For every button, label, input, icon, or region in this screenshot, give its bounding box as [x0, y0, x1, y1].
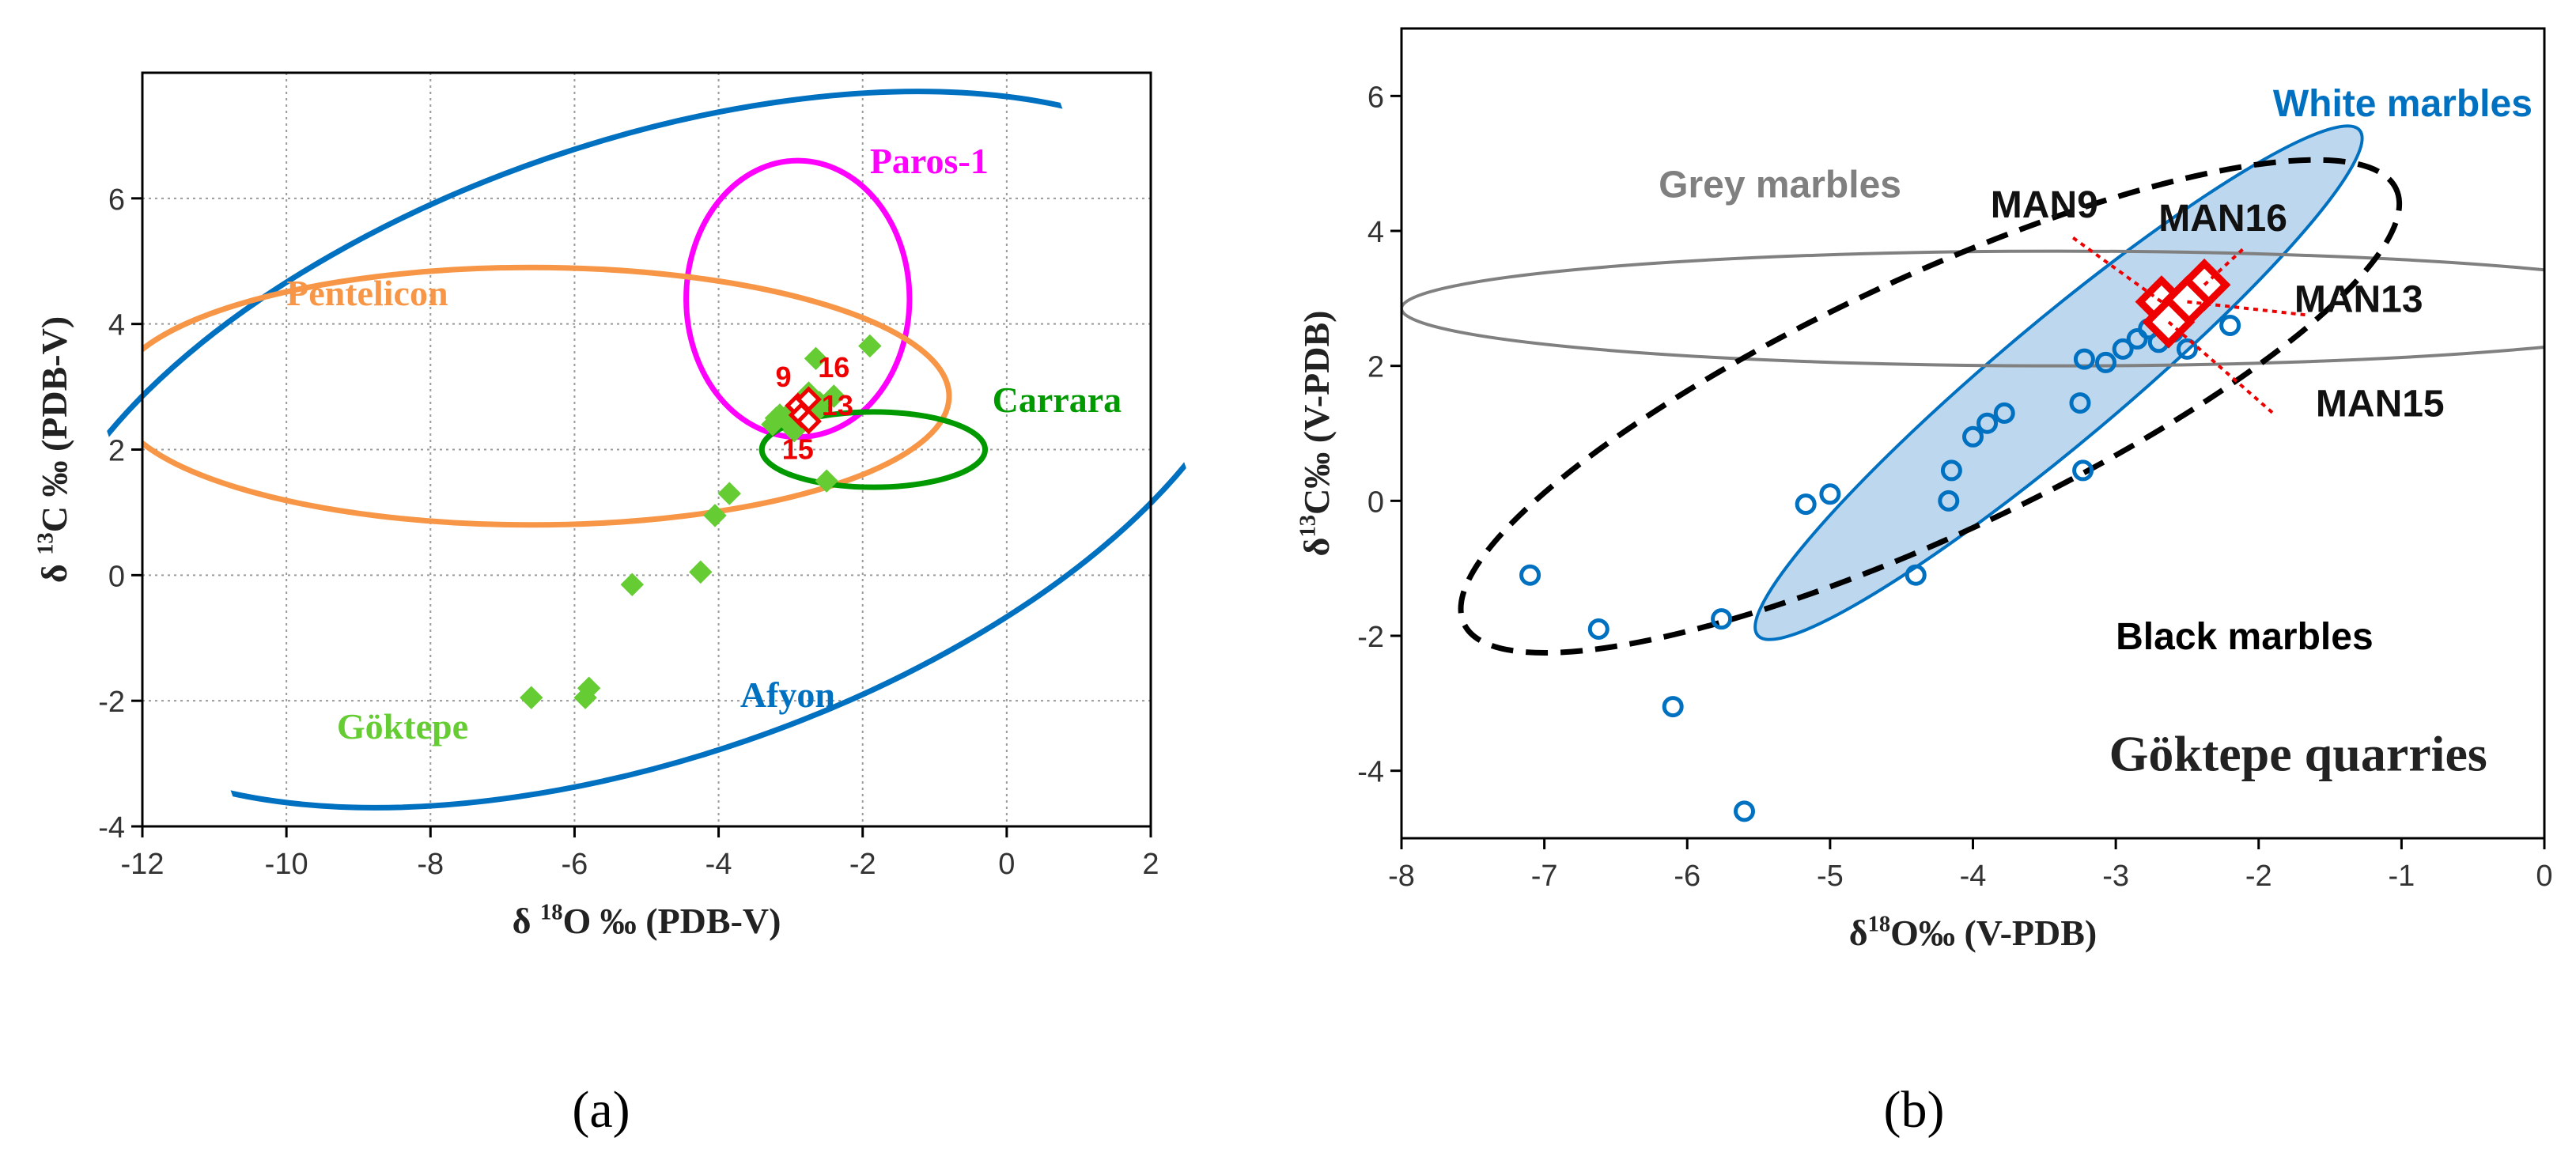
field-label-white-marbles: White marbles: [2273, 83, 2532, 125]
data-point-g-ktepe-quarries: [1711, 608, 1733, 630]
y-axis-title: δ13C‰ (V-PDB): [1296, 311, 1337, 557]
sample-label-man16: MAN16: [2158, 198, 2287, 240]
y-tick-label: 6: [108, 183, 125, 217]
field-label-afyon: Afyon: [740, 675, 835, 715]
sample-number-label: 13: [822, 389, 853, 421]
x-tick-label: 0: [2536, 860, 2552, 893]
panel-label: (b): [1884, 1081, 1945, 1139]
y-tick-label: 4: [108, 309, 125, 342]
data-point-g-ktepe: [804, 346, 828, 371]
x-tick-label: -8: [1388, 860, 1415, 893]
plot-frame: [141, 71, 1152, 828]
y-tick-label: 0: [108, 560, 125, 593]
x-tick-label: -3: [2102, 860, 2129, 893]
data-point-g-ktepe-quarries: [1962, 425, 1984, 448]
field-ellipse-pentelicon: [142, 264, 952, 528]
data-point-g-ktepe: [858, 334, 882, 358]
field-ellipse-black-marbles: [1458, 157, 2403, 656]
leader-line: [2187, 300, 2309, 317]
x-tick-label: 2: [1142, 848, 1159, 881]
data-point-g-ktepe: [764, 406, 789, 430]
field-ellipse-afyon: [47, 89, 1246, 811]
x-axis-title: δ18O‰ (V-PDB): [1849, 913, 2097, 953]
chart-title: Göktepe quarries: [2109, 726, 2487, 782]
data-point-g-ktepe-quarries: [2072, 459, 2094, 482]
y-tick-label: -4: [98, 811, 125, 845]
data-point-samples: [795, 408, 822, 435]
x-tick-label: -10: [265, 848, 308, 881]
data-point-g-ktepe: [689, 560, 713, 584]
field-label-black-marbles: Black marbles: [2116, 616, 2374, 658]
y-tick-label: 2: [108, 435, 125, 468]
data-point-g-ktepe-quarries: [1587, 618, 1610, 640]
y-axis-title: δ 13C ‰ (PDB-V): [34, 316, 74, 583]
data-point-g-ktepe: [703, 504, 727, 527]
data-point-g-ktepe-quarries: [2094, 351, 2116, 373]
leader-line: [2167, 320, 2275, 414]
x-tick-label: -5: [1817, 860, 1844, 893]
x-tick-label: -8: [417, 848, 444, 881]
data-point-g-ktepe: [822, 384, 845, 408]
x-tick-label: -6: [1674, 860, 1700, 893]
x-axis-title: δ 18O ‰ (PDB-V): [513, 901, 781, 941]
data-point-g-ktepe: [620, 573, 644, 596]
data-point-g-ktepe-quarries: [1519, 564, 1541, 586]
y-tick-label: 0: [1367, 486, 1384, 519]
x-tick-label: -6: [562, 848, 588, 881]
sample-number-label: 15: [782, 433, 814, 465]
field-label-pentelicon: Pentelicon: [286, 273, 448, 313]
data-point-g-ktepe-quarries: [1993, 402, 2015, 424]
field-label-carrara: Carrara: [993, 380, 1122, 420]
field-label-grey-marbles: Grey marbles: [1659, 164, 1901, 206]
field-ellipse-white-marbles: [1753, 124, 2364, 641]
data-point-g-ktepe-quarries: [1795, 493, 1817, 516]
data-point-g-ktepe-quarries: [1938, 490, 1960, 512]
panel-label: (a): [572, 1081, 630, 1139]
data-point-g-ktepe: [717, 482, 741, 505]
y-tick-label: 4: [1367, 216, 1384, 249]
y-tick-label: -2: [98, 686, 125, 719]
field-ellipse-carrara: [758, 409, 989, 490]
data-point-g-ktepe-quarries: [1662, 696, 1684, 718]
x-tick-label: 0: [998, 848, 1015, 881]
data-point-g-ktepe-quarries: [1976, 412, 1999, 434]
data-point-g-ktepe-quarries: [2112, 338, 2134, 360]
data-point-g-ktepe-quarries: [2219, 314, 2241, 336]
field-label-paros-1: Paros-1: [870, 141, 989, 181]
data-point-g-ktepe-quarries: [1940, 459, 1962, 482]
y-tick-label: 6: [1367, 81, 1384, 114]
x-tick-label: -4: [705, 848, 732, 881]
data-point-g-ktepe-quarries: [1905, 564, 1927, 586]
data-point-g-ktepe-quarries: [1819, 483, 1841, 505]
x-tick-label: -4: [1960, 860, 1987, 893]
field-ellipse-grey-marbles: [1401, 249, 2544, 368]
x-tick-label: -2: [2245, 860, 2272, 893]
data-point-g-ktepe-quarries: [2176, 338, 2198, 360]
data-point-g-ktepe: [520, 686, 543, 709]
x-tick-label: -12: [121, 848, 165, 881]
data-point-g-ktepe-quarries: [2073, 348, 2095, 370]
y-tick-label: -4: [1357, 756, 1384, 789]
chart-panel-a: -12 -10 -8 -6 -4 -2 0 2 -4 -2 0 2 4 6 δ 18O ‰ (PDB-V) δ…: [34, 71, 1246, 1139]
data-point-g-ktepe: [815, 469, 838, 493]
data-point-g-ktepe-quarries: [1734, 800, 1755, 822]
data-point-g-ktepe-quarries: [2069, 392, 2091, 414]
series-label-goktepe: Göktepe: [337, 706, 468, 747]
x-tick-label: -7: [1531, 860, 1558, 893]
sample-label-man9: MAN9: [1991, 184, 2098, 226]
chart-panel-b: -8 -7 -6 -5 -4 -3 -2 -1 0 -4 -2 0 2 4 6 δ18O‰ (V-PDB) δ1…: [1296, 27, 2553, 1139]
sample-label-man13: MAN13: [2294, 278, 2423, 320]
y-tick-label: -2: [1357, 621, 1384, 654]
sample-number-label: 16: [818, 351, 849, 384]
x-tick-label: -2: [849, 848, 876, 881]
y-tick-label: 2: [1367, 351, 1384, 384]
sample-number-label: 9: [776, 361, 792, 393]
data-point-g-ktepe: [573, 686, 597, 709]
sample-label-man15: MAN15: [2316, 384, 2445, 425]
x-tick-label: -1: [2388, 860, 2415, 893]
